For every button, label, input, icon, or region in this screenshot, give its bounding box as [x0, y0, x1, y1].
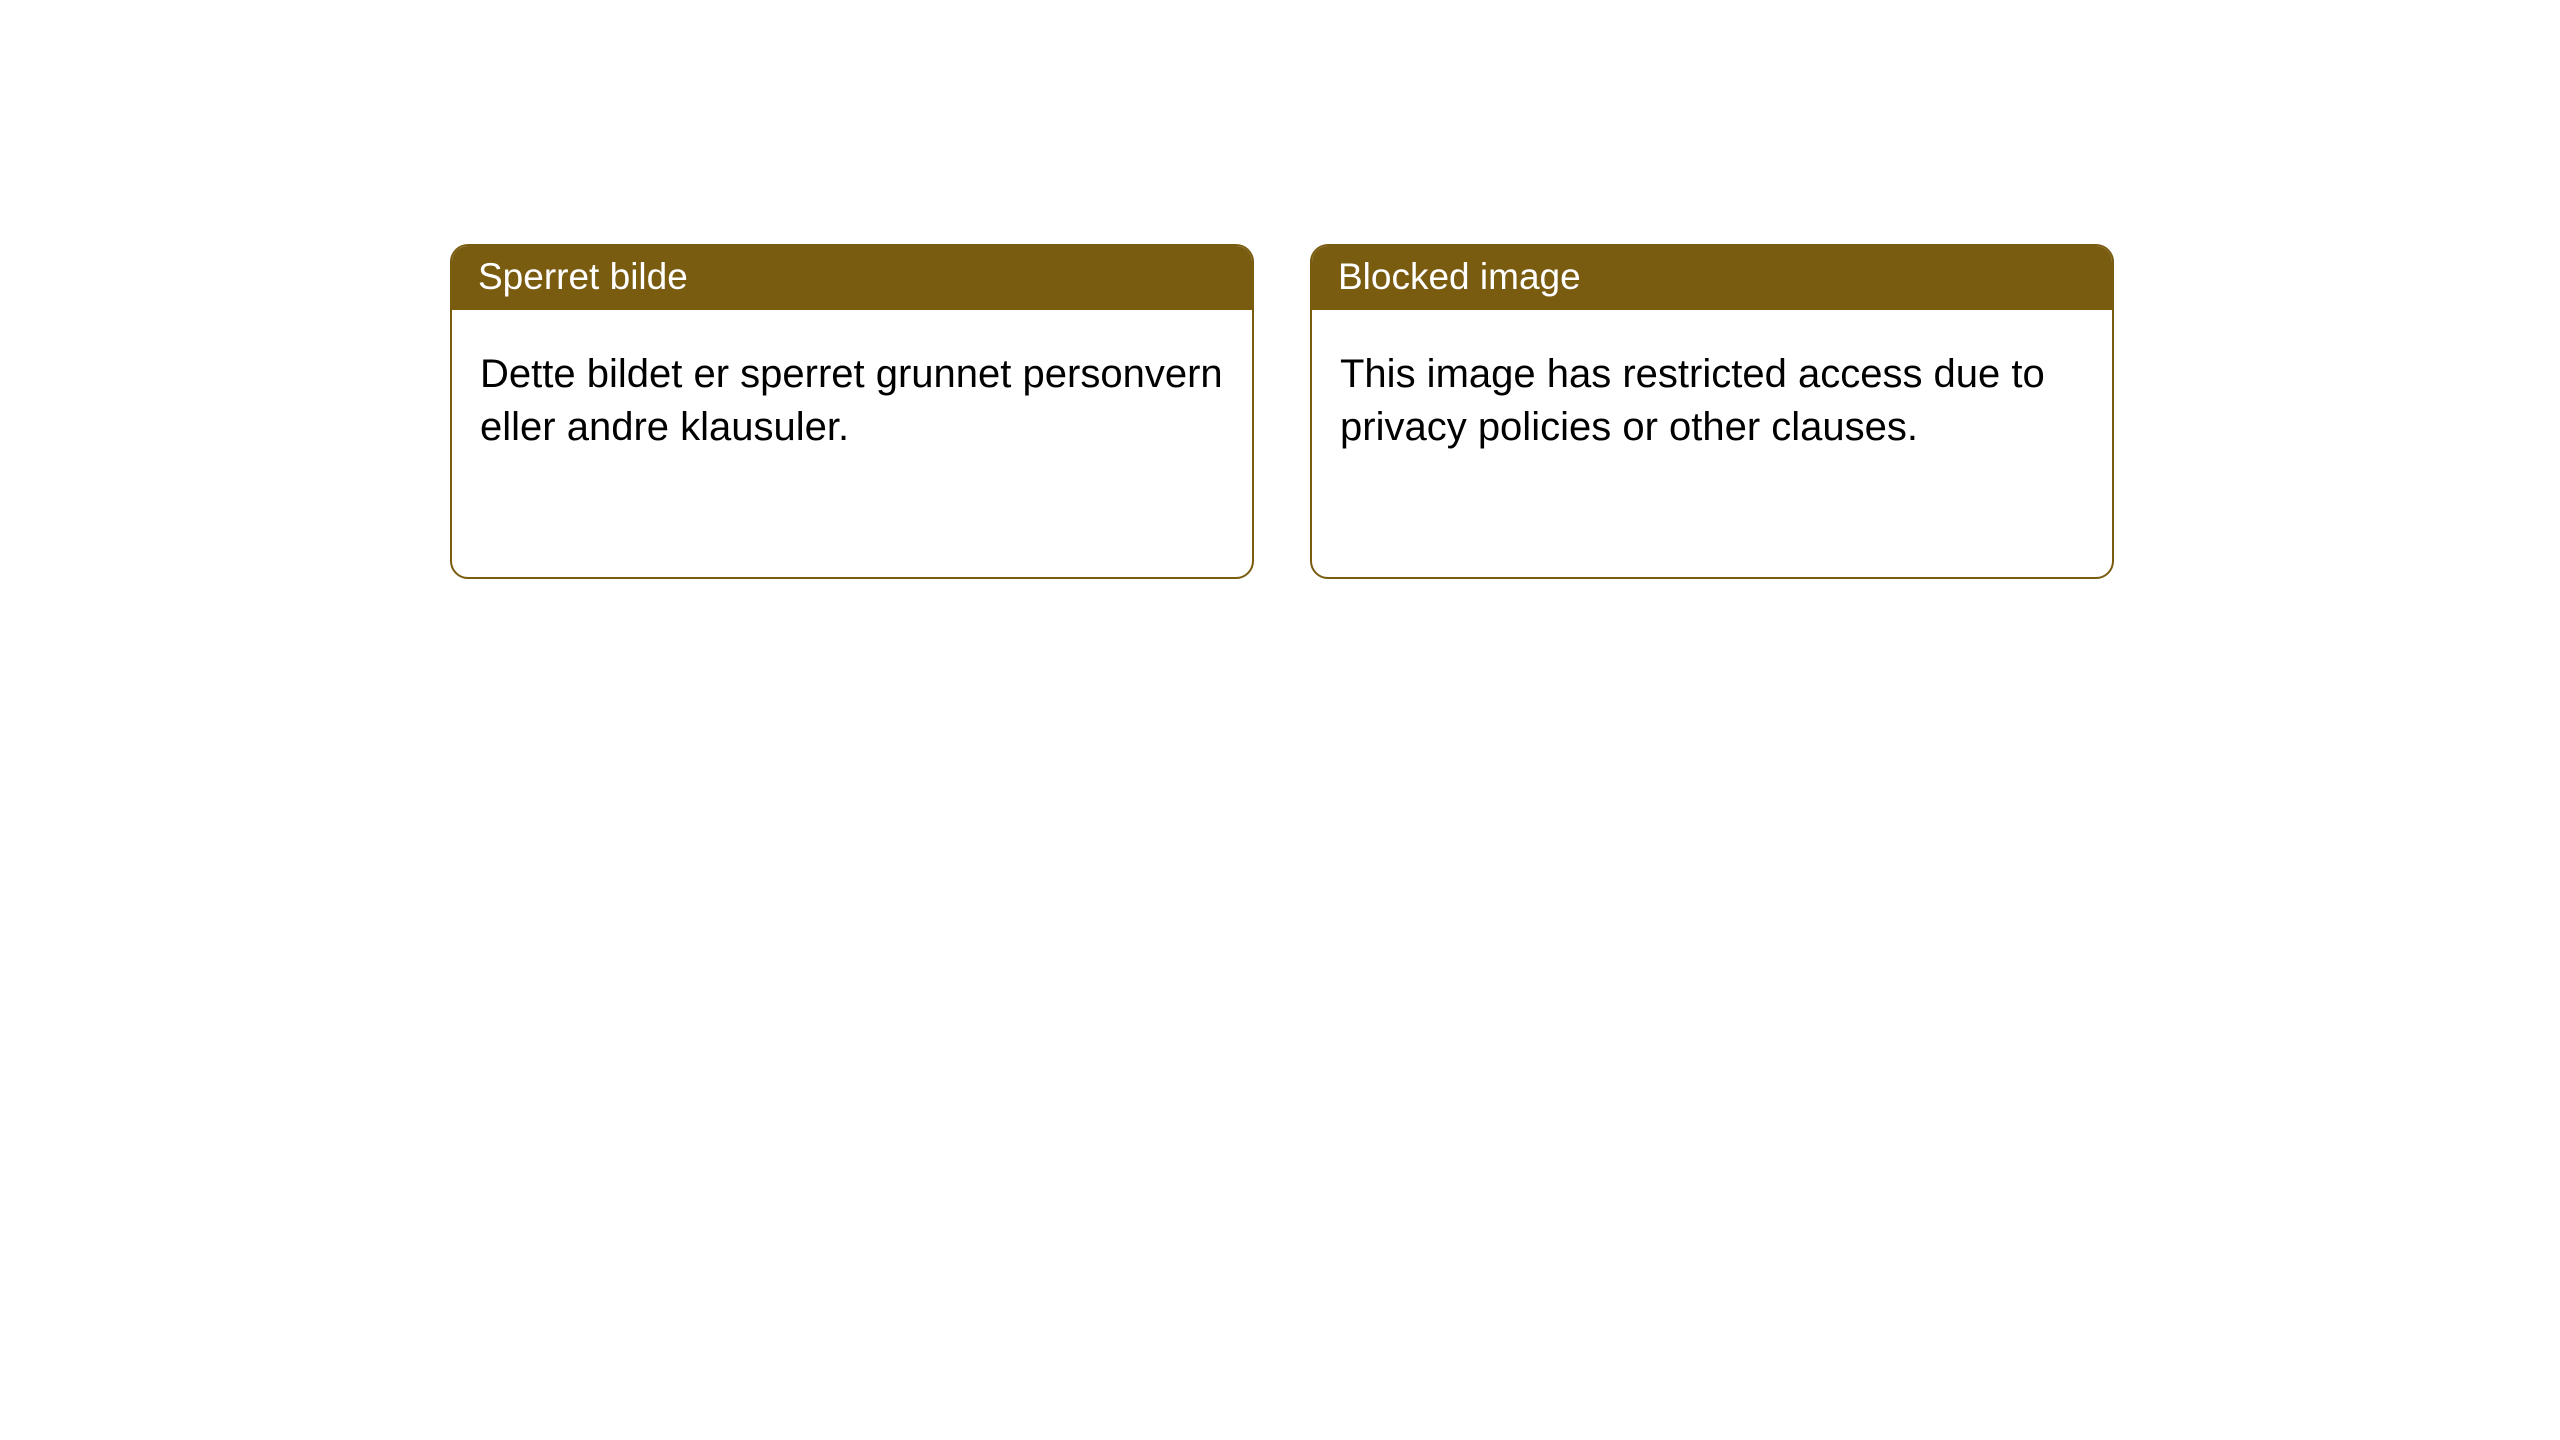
blocked-image-card-en: Blocked image This image has restricted … — [1310, 244, 2114, 579]
card-body-en: This image has restricted access due to … — [1312, 310, 2112, 492]
card-body-no: Dette bildet er sperret grunnet personve… — [452, 310, 1252, 492]
notice-cards-container: Sperret bilde Dette bildet er sperret gr… — [0, 0, 2560, 579]
card-header-en: Blocked image — [1312, 246, 2112, 310]
card-header-no: Sperret bilde — [452, 246, 1252, 310]
blocked-image-card-no: Sperret bilde Dette bildet er sperret gr… — [450, 244, 1254, 579]
